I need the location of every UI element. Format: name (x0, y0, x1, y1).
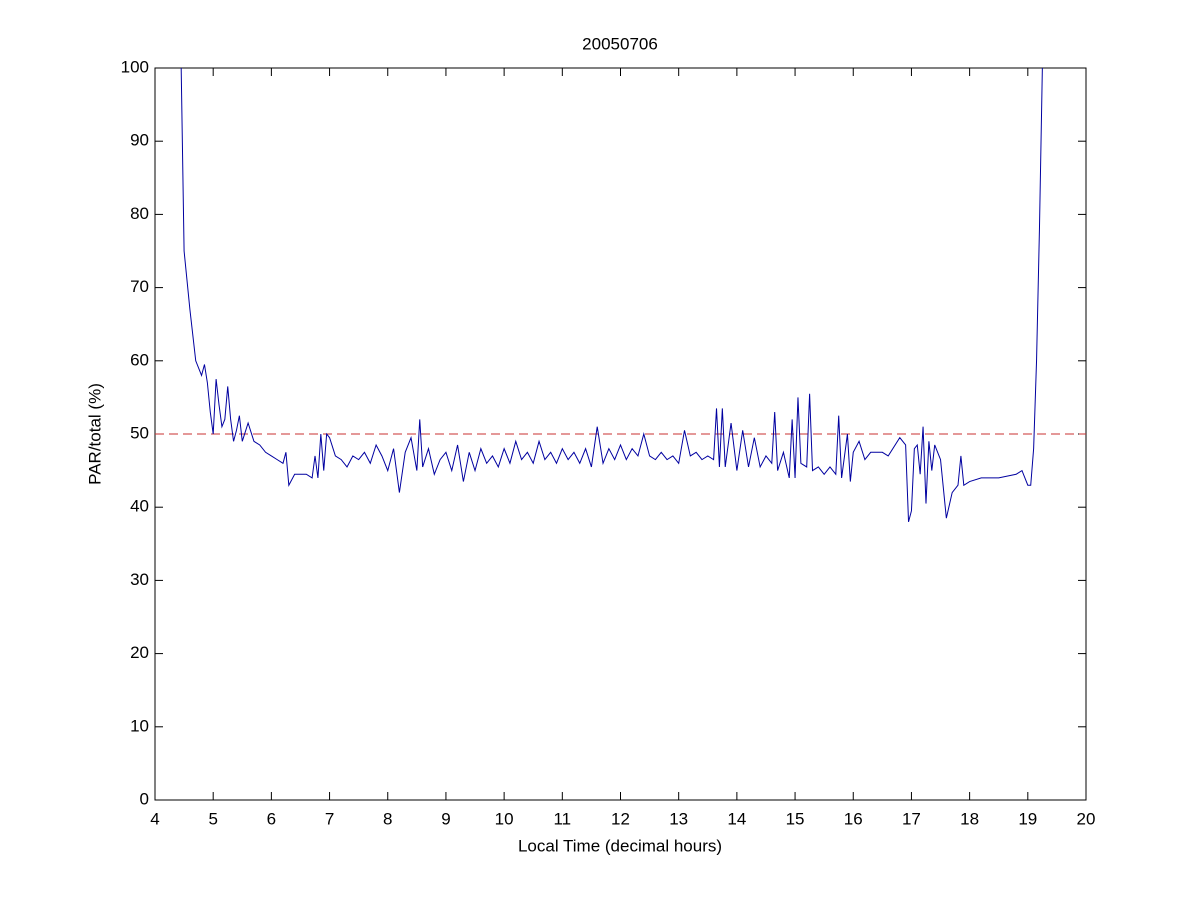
x-tick-label: 16 (844, 809, 863, 828)
y-tick-label: 10 (130, 716, 149, 735)
x-tick-label: 20 (1077, 809, 1096, 828)
x-axis-label: Local Time (decimal hours) (518, 836, 722, 855)
x-tick-label: 8 (383, 809, 392, 828)
x-tick-label: 10 (495, 809, 514, 828)
x-tick-label: 11 (553, 809, 571, 828)
y-tick-label: 80 (130, 204, 149, 223)
x-tick-label: 15 (786, 809, 805, 828)
x-tick-label: 4 (150, 809, 159, 828)
x-tick-label: 17 (902, 809, 921, 828)
x-tick-label: 13 (669, 809, 688, 828)
y-axis-label: PAR/total (%) (85, 383, 104, 485)
data-line (180, 68, 1043, 522)
y-tick-label: 50 (130, 423, 149, 442)
x-tick-label: 6 (267, 809, 276, 828)
y-tick-label: 70 (130, 277, 149, 296)
x-tick-label: 7 (325, 809, 334, 828)
chart-title: 20050706 (582, 34, 658, 53)
x-tick-label: 9 (441, 809, 450, 828)
y-tick-label: 90 (130, 131, 149, 150)
x-tick-label: 14 (727, 809, 746, 828)
x-tick-label: 18 (960, 809, 979, 828)
y-tick-label: 100 (121, 57, 149, 76)
x-tick-label: 5 (208, 809, 217, 828)
y-tick-label: 40 (130, 497, 149, 516)
y-tick-label: 60 (130, 350, 149, 369)
y-tick-label: 30 (130, 570, 149, 589)
x-tick-label: 19 (1018, 809, 1037, 828)
x-tick-label: 12 (611, 809, 630, 828)
y-tick-label: 0 (140, 789, 149, 808)
y-tick-label: 20 (130, 643, 149, 662)
